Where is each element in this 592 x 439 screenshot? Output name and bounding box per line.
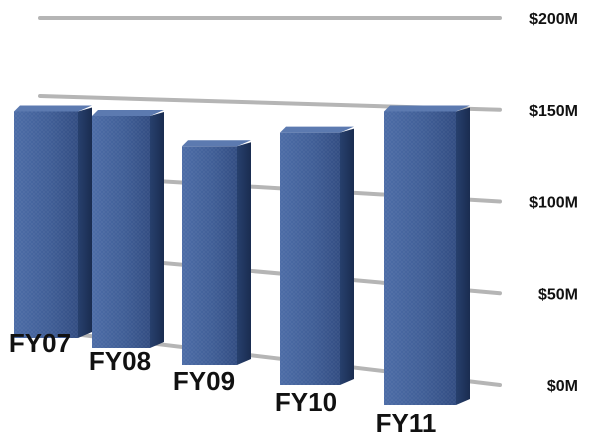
labels: $0M $50M $100M $150M $200M FY07 FY08 FY09 FY10 FY… [9, 11, 578, 438]
x-category-label: FY09 [173, 366, 235, 396]
x-category-label: FY07 [9, 328, 71, 358]
bar-texture [14, 111, 78, 338]
bar-texture [280, 132, 340, 385]
bar-texture [384, 111, 456, 405]
x-category-label: FY11 [376, 408, 437, 438]
x-category-label: FY08 [89, 346, 151, 376]
bar-texture [182, 146, 237, 365]
bar-side [78, 107, 92, 338]
bar [92, 110, 164, 348]
bar-top [14, 105, 92, 112]
bar-top [182, 140, 251, 147]
y-tick-label: $200M [529, 11, 578, 28]
x-category-label: FY10 [275, 387, 337, 417]
bar-texture [92, 116, 150, 348]
bar-side [340, 128, 354, 385]
y-tick-label: $150M [529, 103, 578, 120]
y-tick-label: $100M [529, 195, 578, 212]
y-tick-label: $0M [547, 378, 578, 395]
bar-top [384, 105, 470, 112]
bar-side [237, 142, 251, 365]
bar [384, 105, 470, 405]
bar-top [92, 110, 164, 116]
bars [14, 105, 470, 405]
bar-side [150, 112, 164, 348]
bar [182, 140, 251, 365]
bar-top [280, 126, 354, 133]
bar [14, 105, 92, 338]
bar [280, 126, 354, 385]
y-tick-label: $50M [538, 286, 578, 303]
bar-side [456, 107, 470, 405]
